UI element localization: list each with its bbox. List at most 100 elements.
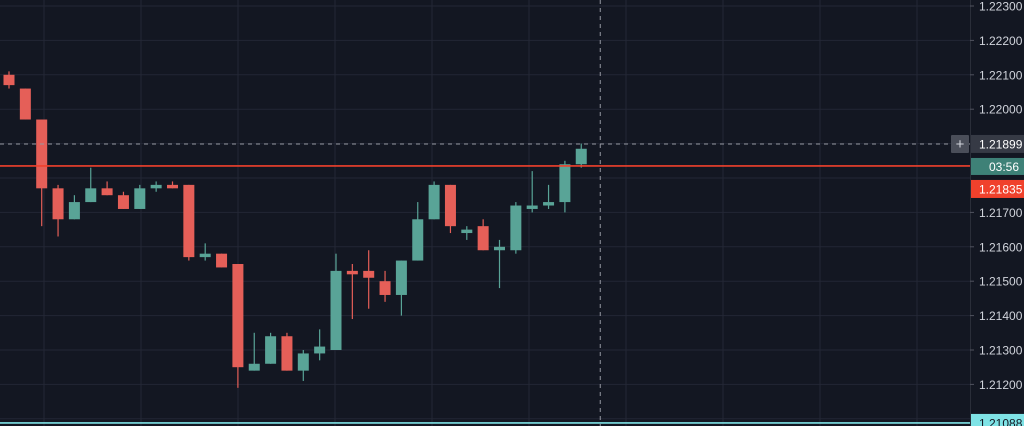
candle-body [232, 264, 244, 368]
candle [68, 195, 80, 220]
candle-body [395, 260, 407, 295]
candle [150, 181, 162, 192]
candle-body [494, 246, 505, 251]
candle-body [36, 119, 48, 189]
candle [526, 171, 538, 213]
candle-body [428, 184, 440, 220]
candle [297, 350, 309, 381]
candle [412, 202, 424, 261]
candle-body [68, 202, 80, 220]
candle [575, 143, 587, 168]
current-price-label: 1.21835 [979, 182, 1023, 196]
candle [314, 329, 326, 361]
candle [36, 119, 48, 227]
candle-body [526, 205, 538, 209]
candle-body [330, 270, 342, 350]
price-tick-label: 1.21700 [979, 206, 1023, 220]
candle-body [248, 363, 260, 371]
candle-body [3, 74, 15, 86]
candle [183, 184, 195, 261]
support-price-label-bg [971, 413, 1024, 426]
candle [101, 181, 113, 196]
candle-body [575, 148, 587, 165]
price-tick-label: 1.21200 [979, 378, 1023, 392]
countdown-label: 03:56 [989, 160, 1019, 174]
price-tick-label: 1.22300 [979, 0, 1023, 14]
candle-body [134, 188, 146, 209]
candle-body [183, 184, 195, 258]
plus-icon[interactable]: + [956, 136, 965, 153]
candle-body [19, 88, 31, 120]
candle [85, 167, 97, 203]
candle [428, 181, 440, 220]
candle [265, 332, 277, 364]
crosshair-price-label: 1.21899 [979, 137, 1023, 151]
candle-body [510, 205, 522, 251]
candle-body [101, 188, 113, 196]
candle [543, 184, 555, 209]
price-axis[interactable]: 1.22300 1.22200 1.22100 1.22000 1.21700 1.216… [951, 0, 1024, 426]
candle [395, 260, 407, 316]
candle-body [363, 270, 375, 278]
candle [281, 332, 293, 371]
horizontal-lines-layer [0, 165, 970, 424]
candle [330, 253, 342, 350]
candle-body [314, 346, 326, 354]
candle [52, 184, 64, 237]
price-tick-label: 1.22200 [979, 34, 1023, 48]
price-tick-label: 1.21600 [979, 240, 1023, 254]
crosshair [0, 0, 970, 426]
candle [444, 184, 456, 234]
candle-body [167, 184, 178, 189]
candle [232, 264, 244, 388]
candle-body [444, 184, 456, 227]
price-tick-label: 1.21400 [979, 309, 1023, 323]
candle [494, 239, 505, 289]
candle [134, 184, 146, 209]
plus-button-bg[interactable] [951, 134, 969, 153]
candles-layer [3, 71, 587, 388]
candle-body [346, 270, 358, 275]
price-tick-label: 1.21300 [979, 344, 1023, 358]
candle [363, 250, 375, 309]
candle [199, 243, 211, 261]
countdown-label-bg [971, 157, 1024, 175]
candle-body [117, 195, 129, 209]
candle [248, 332, 260, 371]
candle [346, 264, 358, 320]
candle [216, 253, 228, 268]
candle [510, 202, 522, 254]
candle [167, 181, 178, 189]
candle-body [559, 164, 571, 203]
candle [19, 88, 31, 120]
candle-body [461, 229, 473, 234]
candle [117, 191, 129, 209]
chart-grid [0, 0, 970, 426]
candle-body [477, 226, 489, 251]
candle [461, 226, 473, 240]
support-price-label: 1.21088 [979, 416, 1023, 426]
current-price-label-bg [971, 179, 1024, 198]
candle-body [543, 202, 555, 206]
candle-body [85, 188, 97, 203]
price-tick-label: 1.21500 [979, 275, 1023, 289]
candle-body [199, 253, 211, 258]
candle-body [216, 253, 228, 268]
add-alert-plus-button[interactable]: + [951, 134, 969, 153]
candle [379, 270, 391, 302]
candle [477, 219, 489, 251]
candle [559, 160, 571, 213]
price-tick-label: 1.22100 [979, 68, 1023, 82]
candle-body [379, 281, 391, 295]
candle-body [265, 336, 277, 364]
price-axis-bg [970, 0, 1024, 426]
crosshair-price-label-bg [971, 134, 1024, 153]
price-tick-label: 1.22000 [979, 103, 1023, 117]
candle-body [52, 188, 64, 220]
candle-body [281, 336, 293, 371]
candle-body [297, 353, 309, 371]
candle-body [150, 184, 162, 189]
candle-body [412, 219, 424, 261]
candle [3, 71, 15, 89]
